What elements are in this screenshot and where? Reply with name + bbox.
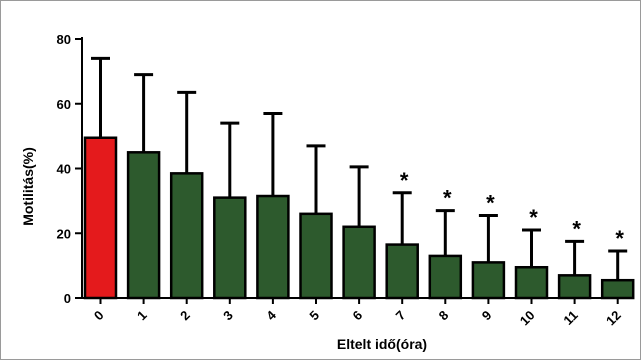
bar: [342, 225, 376, 300]
x-tick-label: 12: [603, 308, 624, 329]
bar: [600, 278, 635, 300]
x-ticks: 0 1 2 3 4 5 6 7 8 9 10 11 12: [91, 298, 624, 328]
bar: [213, 196, 247, 300]
significance-marks: * * * * * *: [400, 168, 625, 251]
x-tick-label: 10: [517, 308, 538, 329]
significance-mark: *: [443, 186, 452, 211]
y-tick-label: 0: [64, 291, 71, 306]
significance-mark: *: [486, 190, 495, 215]
bar: [557, 274, 592, 300]
y-ticks: 0 20 40 60 80: [57, 32, 82, 306]
y-tick-label: 60: [57, 97, 71, 112]
x-tick-label: 8: [436, 308, 452, 324]
bar: [428, 254, 463, 300]
x-tick-label: 6: [349, 308, 365, 324]
x-tick-label: 5: [306, 308, 322, 324]
x-tick-label: 1: [134, 308, 150, 324]
bar: [385, 243, 419, 300]
significance-mark: *: [572, 216, 581, 241]
x-tick-label: 0: [91, 308, 107, 324]
significance-mark: *: [529, 205, 538, 230]
x-tick-label: 2: [177, 308, 193, 324]
x-tick-label: 9: [479, 308, 495, 324]
significance-mark: *: [400, 168, 409, 193]
x-tick-label: 11: [560, 308, 580, 328]
bar: [83, 136, 118, 300]
y-axis-title: Motilitás(%): [20, 147, 36, 226]
x-axis-title: Eltelt idő(óra): [337, 336, 427, 352]
bar: [256, 194, 290, 300]
bar: [299, 212, 333, 300]
significance-mark: *: [615, 226, 624, 251]
bar: [514, 265, 549, 300]
bar: [471, 261, 506, 300]
y-tick-label: 80: [57, 32, 71, 47]
x-tick-label: 4: [263, 307, 279, 323]
x-tick-label: 3: [220, 308, 236, 324]
bars: [83, 56, 635, 300]
y-tick-label: 40: [57, 162, 71, 177]
x-tick-label: 7: [393, 308, 409, 324]
bar: [126, 151, 161, 300]
bar: [169, 172, 204, 300]
y-tick-label: 20: [57, 226, 71, 241]
